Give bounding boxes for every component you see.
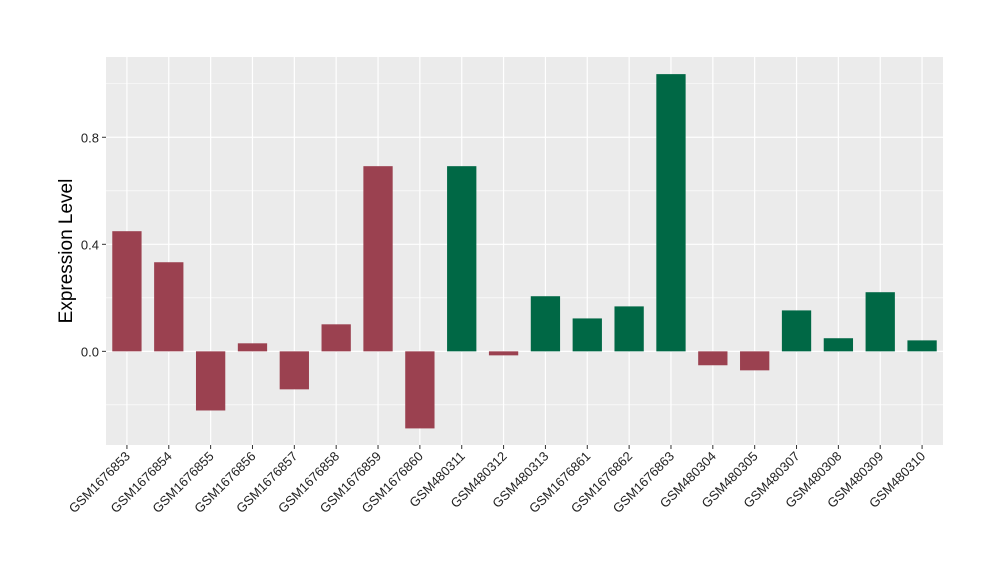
bar-GSM1676853 xyxy=(112,231,142,352)
bar-GSM1676862 xyxy=(614,306,644,352)
bar-GSM480311 xyxy=(447,166,477,352)
y-tick-label: 0.8 xyxy=(81,130,99,145)
bar-GSM1676857 xyxy=(279,351,309,390)
x-axis: GSM1676853GSM1676854GSM1676855GSM1676856… xyxy=(66,445,928,516)
y-tick-label: 0.4 xyxy=(81,237,99,252)
bar-GSM480313 xyxy=(530,296,561,352)
bars xyxy=(112,74,937,429)
bar-GSM1676858 xyxy=(321,324,351,352)
bar-GSM480307 xyxy=(781,310,812,352)
y-axis-label: Expression Level xyxy=(56,179,77,324)
bar-GSM1676854 xyxy=(154,262,184,352)
bar-GSM1676861 xyxy=(572,318,602,352)
bar-GSM1676855 xyxy=(195,351,226,411)
bar-GSM480304 xyxy=(698,351,728,366)
bar-GSM480308 xyxy=(823,338,854,352)
bar-GSM1676859 xyxy=(363,166,393,352)
bar-GSM480309 xyxy=(865,292,895,352)
y-tick-label: 0.0 xyxy=(81,344,99,359)
plot-panel xyxy=(106,57,943,445)
bar-GSM480310 xyxy=(907,340,937,352)
bar-GSM480312 xyxy=(488,351,519,356)
y-axis: 0.0 0.4 0.8 xyxy=(81,130,106,359)
bar-GSM1676860 xyxy=(405,351,435,429)
bar-GSM480305 xyxy=(740,351,770,371)
bar-GSM1676863 xyxy=(656,74,686,352)
bar-GSM1676856 xyxy=(237,343,268,352)
